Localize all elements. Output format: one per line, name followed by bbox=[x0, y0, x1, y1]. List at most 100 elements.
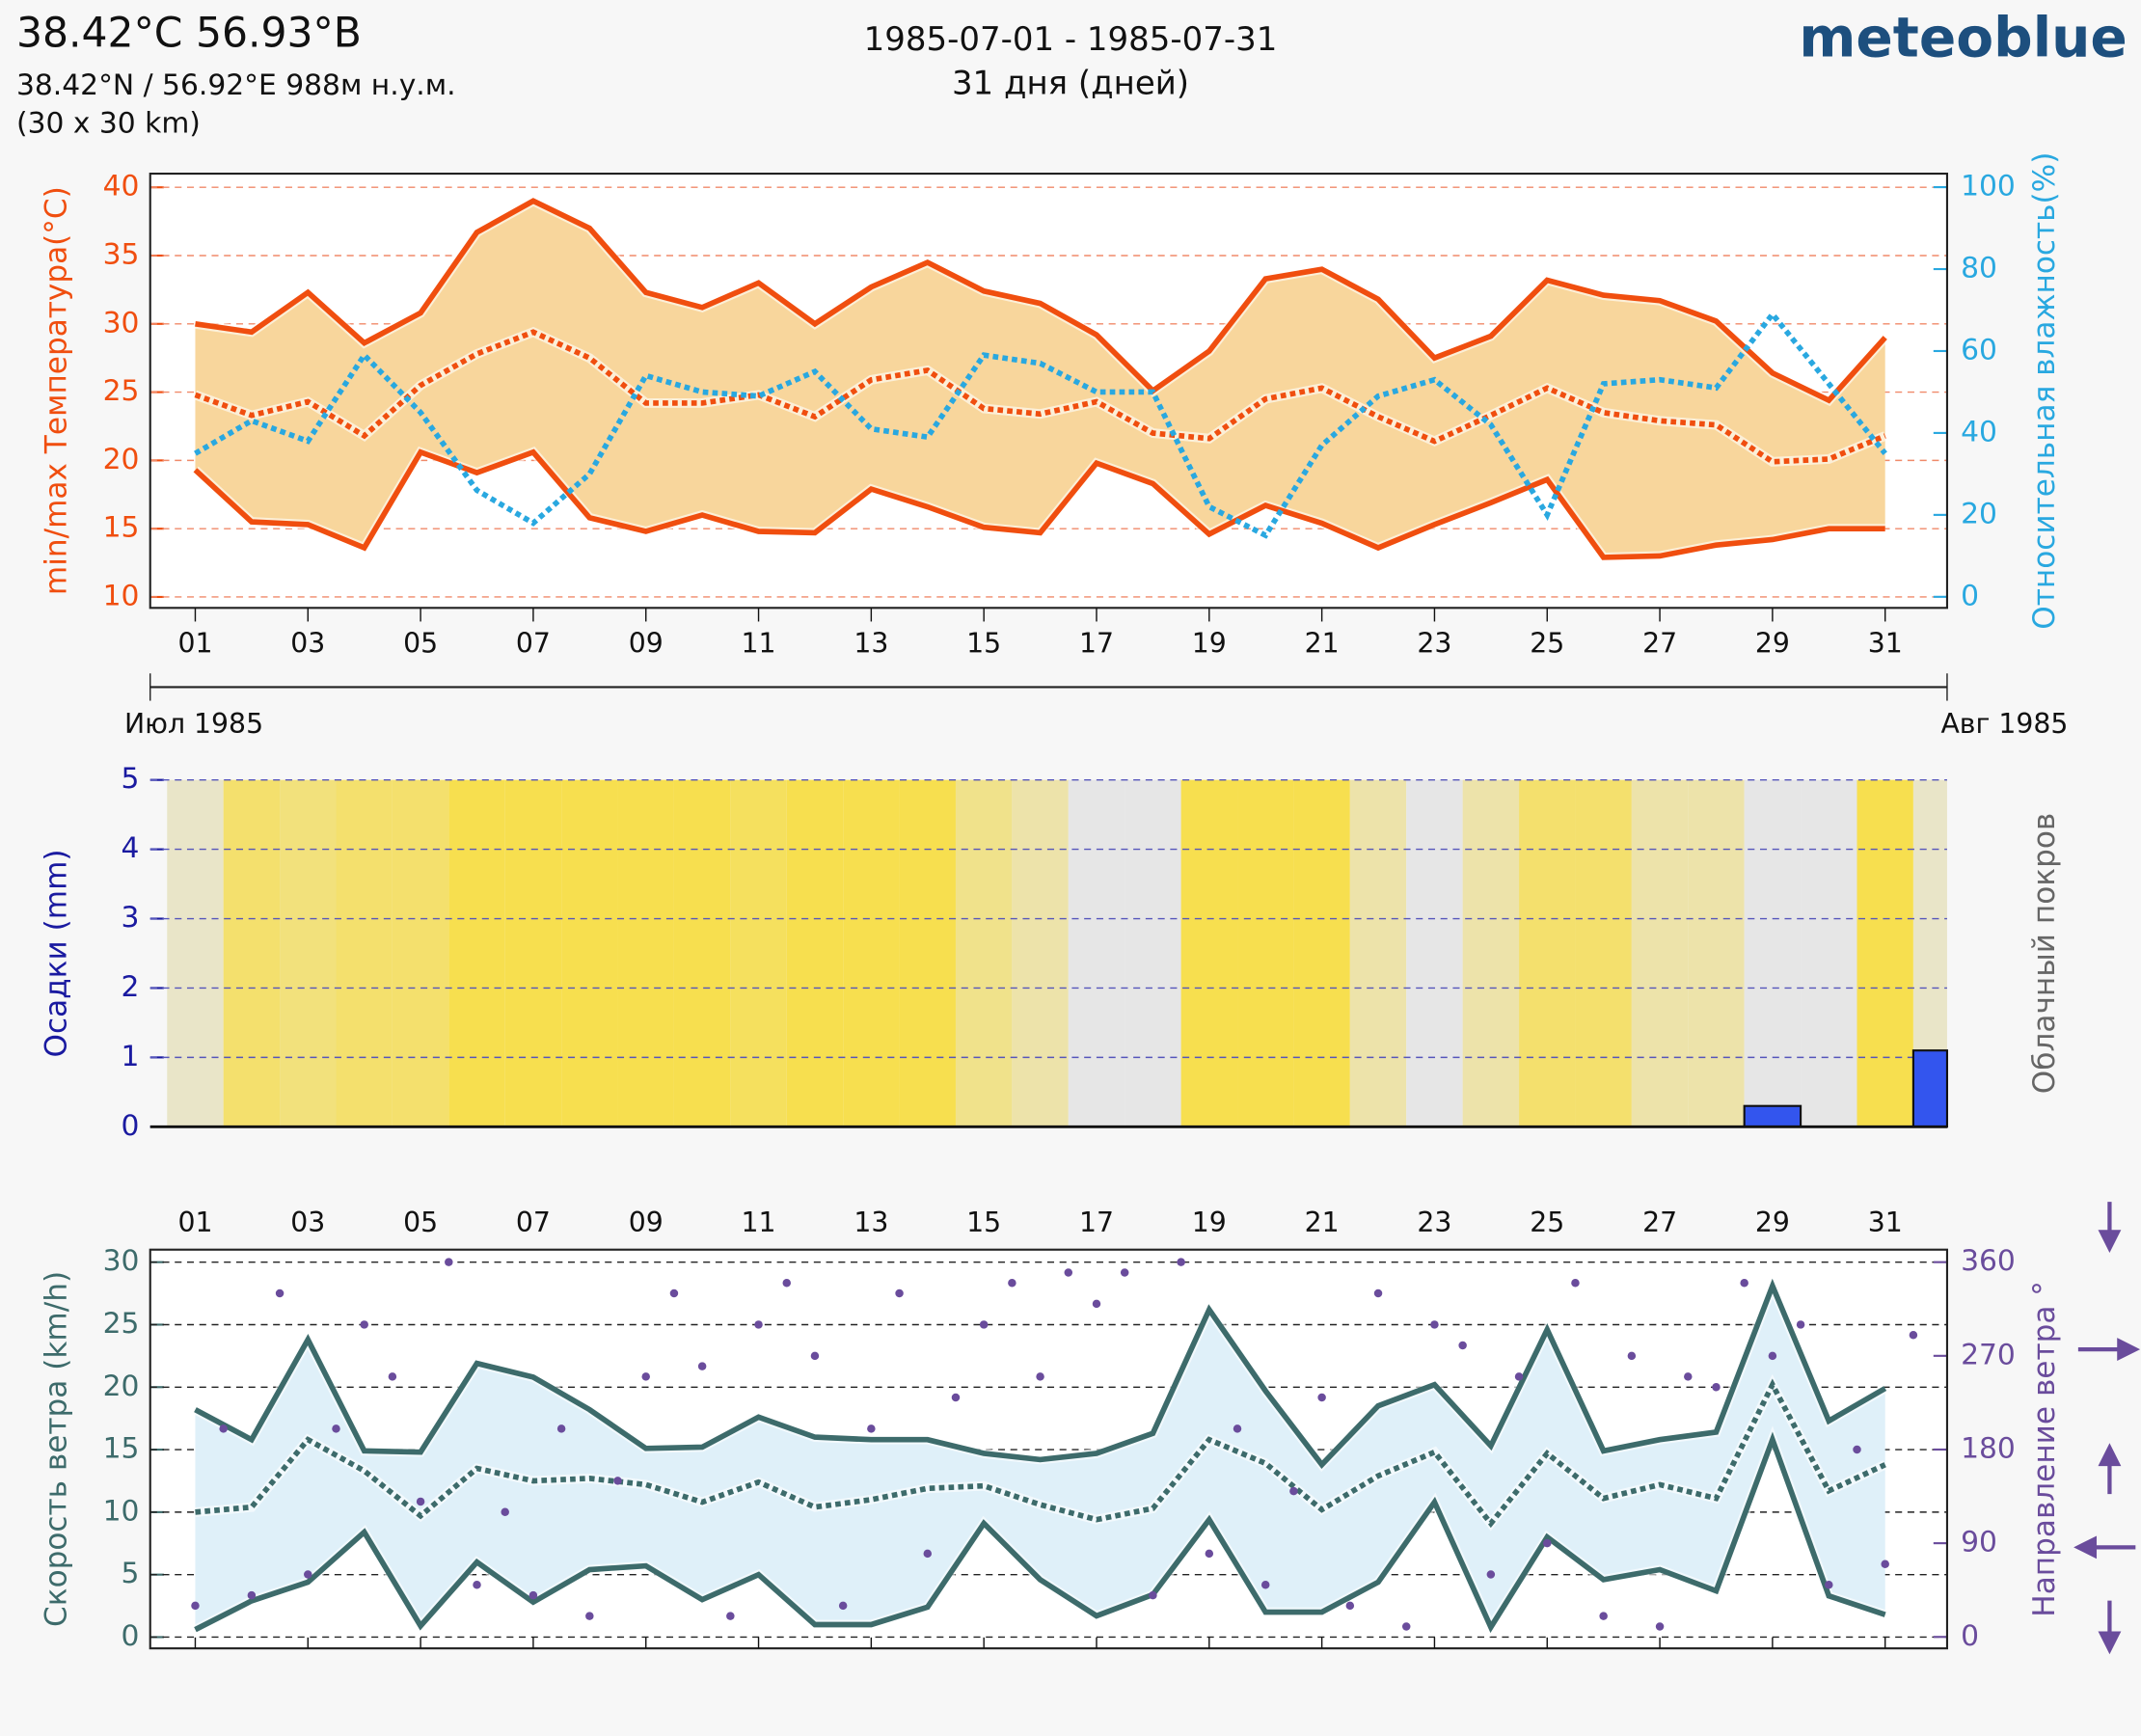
x-tick-label: 31 bbox=[1868, 628, 1903, 660]
x-tick-label: 17 bbox=[1079, 1207, 1114, 1238]
direction-dot bbox=[1684, 1372, 1693, 1381]
cloud-cover bbox=[1180, 779, 1238, 1127]
direction-dot bbox=[219, 1424, 228, 1433]
direction-dot bbox=[1345, 1601, 1355, 1611]
direction-dot bbox=[1036, 1372, 1044, 1381]
yticks-label: 15 bbox=[103, 1432, 140, 1466]
y-axis-label: min/max Температура(°C) bbox=[39, 186, 73, 595]
y-axis-label: Осадки (mm) bbox=[39, 849, 73, 1057]
y2ticks-label: 100 bbox=[1961, 170, 2016, 203]
y2ticks-label: 60 bbox=[1961, 333, 1997, 366]
direction-dot bbox=[585, 1612, 594, 1620]
x-tick-label: 19 bbox=[1192, 1207, 1227, 1238]
direction-dot bbox=[247, 1590, 257, 1600]
cloud-cover bbox=[673, 779, 731, 1127]
cloud-cover bbox=[1801, 779, 1857, 1127]
cloud-cover bbox=[617, 779, 674, 1127]
direction-dot bbox=[1543, 1538, 1552, 1548]
x-tick-label: 25 bbox=[1530, 1207, 1564, 1238]
x-tick-label: 27 bbox=[1642, 1207, 1677, 1238]
y2-axis-label: Облачный покров bbox=[2027, 813, 2062, 1094]
direction-dot bbox=[838, 1601, 848, 1611]
y2-axis-label: Относительная влажность(%) bbox=[2027, 152, 2062, 630]
date-label: Авг 1985 bbox=[1940, 708, 2068, 740]
cloud-cover bbox=[1744, 779, 1802, 1127]
cloud-cover bbox=[955, 779, 1013, 1127]
coords: 38.42°N / 56.92°E 988м н.у.м. bbox=[16, 68, 456, 102]
yticks-label: 30 bbox=[103, 1244, 140, 1278]
x-tick-label: 29 bbox=[1755, 628, 1790, 660]
yticks-label: 10 bbox=[103, 1494, 140, 1528]
yticks-label: 4 bbox=[121, 831, 139, 865]
cloud-cover bbox=[730, 779, 787, 1127]
yticks-label: 15 bbox=[103, 511, 140, 545]
days: 31 дня (дней) bbox=[952, 65, 1189, 103]
direction-dot bbox=[1853, 1445, 1861, 1454]
x-tick-label: 15 bbox=[966, 628, 1001, 660]
direction-dot bbox=[810, 1351, 820, 1361]
band bbox=[195, 201, 1885, 557]
direction-dot bbox=[726, 1612, 735, 1620]
direction-dot bbox=[1712, 1382, 1721, 1392]
direction-dot bbox=[979, 1320, 989, 1329]
bar bbox=[1743, 1104, 1802, 1128]
title: 38.42°C 56.93°B bbox=[16, 11, 362, 58]
direction-dot bbox=[1008, 1279, 1016, 1288]
y2ticks-label: 20 bbox=[1961, 497, 1997, 530]
yticks-label: 25 bbox=[103, 374, 140, 408]
x-tick-label: 07 bbox=[516, 1207, 551, 1238]
cloud-cover bbox=[899, 779, 956, 1127]
yticks-label: 20 bbox=[103, 1370, 140, 1403]
direction-dot bbox=[1486, 1570, 1496, 1579]
y2ticks-label: 90 bbox=[1961, 1526, 1997, 1560]
direction-dot bbox=[1205, 1549, 1214, 1559]
cloud-cover bbox=[223, 779, 281, 1127]
cloud-cover bbox=[167, 779, 224, 1127]
direction-dot bbox=[1401, 1622, 1411, 1631]
line bbox=[194, 329, 1886, 465]
direction-dot bbox=[304, 1570, 312, 1579]
direction-dot bbox=[1260, 1581, 1270, 1589]
direction-dot bbox=[895, 1288, 904, 1298]
cloud-cover bbox=[561, 779, 618, 1127]
cloud-cover bbox=[1631, 779, 1689, 1127]
direction-dot bbox=[1177, 1258, 1185, 1266]
direction-dot bbox=[1092, 1299, 1101, 1309]
direction-dot bbox=[1233, 1424, 1242, 1433]
yticks-label: 1 bbox=[121, 1040, 139, 1073]
plot-frame bbox=[149, 1248, 1949, 1650]
bar bbox=[1911, 1049, 1949, 1128]
cloud-cover bbox=[1519, 779, 1576, 1127]
yticks-label: 30 bbox=[103, 306, 140, 339]
x-tick-label: 31 bbox=[1868, 1207, 1903, 1238]
direction-dot bbox=[867, 1424, 876, 1433]
line bbox=[194, 310, 1887, 539]
cloud-cover bbox=[392, 779, 449, 1127]
y2ticks-label: 270 bbox=[1961, 1338, 2016, 1371]
direction-dot bbox=[1627, 1351, 1637, 1361]
yticks-label: 5 bbox=[121, 762, 139, 796]
y2ticks-label: 80 bbox=[1961, 252, 1997, 285]
direction-dot bbox=[641, 1372, 650, 1381]
yticks-label: 35 bbox=[103, 238, 140, 272]
direction-dot bbox=[1909, 1330, 1918, 1340]
direction-dot bbox=[1149, 1590, 1157, 1600]
direction-dot bbox=[1571, 1279, 1580, 1288]
grid-size: (30 x 30 km) bbox=[16, 107, 201, 141]
direction-dot bbox=[1289, 1486, 1298, 1496]
direction-dot bbox=[1655, 1622, 1665, 1631]
direction-dot bbox=[1317, 1393, 1326, 1402]
x-tick-label: 03 bbox=[290, 1207, 325, 1238]
x-tick-label: 13 bbox=[854, 1207, 888, 1238]
direction-dot bbox=[1881, 1560, 1889, 1568]
x-tick-label: 13 bbox=[854, 628, 888, 660]
direction-dot bbox=[923, 1549, 933, 1559]
y2ticks-label: 0 bbox=[1961, 1619, 1979, 1653]
cloud-cover bbox=[448, 779, 505, 1127]
x-tick-label: 07 bbox=[516, 628, 551, 660]
cloud-cover bbox=[1349, 779, 1407, 1127]
x-tick-label: 27 bbox=[1642, 628, 1677, 660]
direction-dot bbox=[1599, 1612, 1608, 1620]
direction-dot bbox=[1796, 1320, 1805, 1329]
